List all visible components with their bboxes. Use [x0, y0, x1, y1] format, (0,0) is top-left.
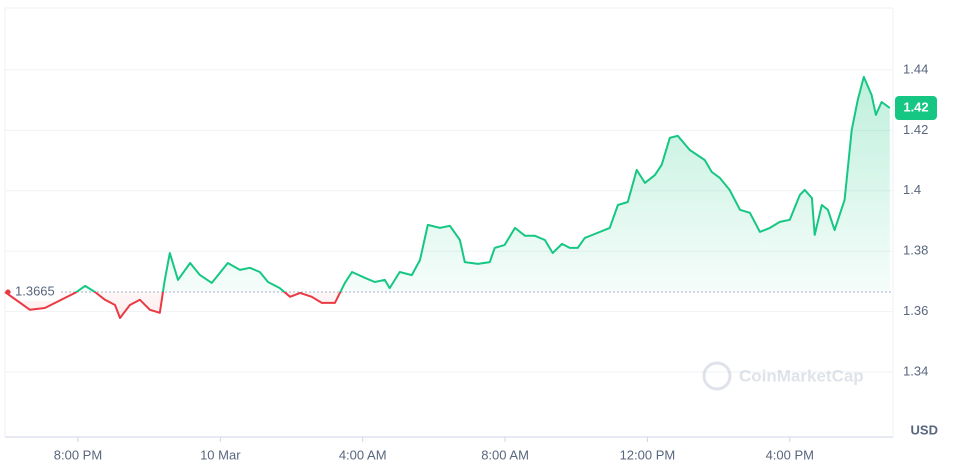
currency-label: USD [911, 422, 938, 437]
x-tick-label: 8:00 AM [481, 447, 529, 462]
watermark: CoinMarketCap [702, 361, 864, 391]
start-dot [5, 289, 11, 295]
y-tick-label: 1.36 [903, 303, 928, 318]
y-tick-label: 1.38 [903, 243, 928, 258]
area-fill [5, 76, 890, 319]
x-tick-label: 12:00 PM [620, 447, 676, 462]
baseline-label-bg [12, 282, 60, 301]
baseline-label: 1.3665 [15, 283, 55, 298]
y-tick-label: 1.44 [903, 61, 928, 76]
x-tick-label: 4:00 AM [339, 447, 387, 462]
watermark-logo [702, 361, 732, 391]
y-tick-label: 1.42 [903, 122, 928, 137]
y-tick-label: 1.4 [903, 182, 921, 197]
x-tick-label: 4:00 PM [766, 447, 814, 462]
watermark-text: CoinMarketCap [739, 366, 864, 385]
y-tick-label: 1.34 [903, 363, 928, 378]
x-tick-label: 8:00 PM [54, 447, 102, 462]
price-badge-label: 1.42 [903, 99, 928, 114]
price-line [4, 75, 891, 319]
x-tick-label: 10 Mar [200, 447, 241, 462]
price-badge [895, 95, 937, 120]
